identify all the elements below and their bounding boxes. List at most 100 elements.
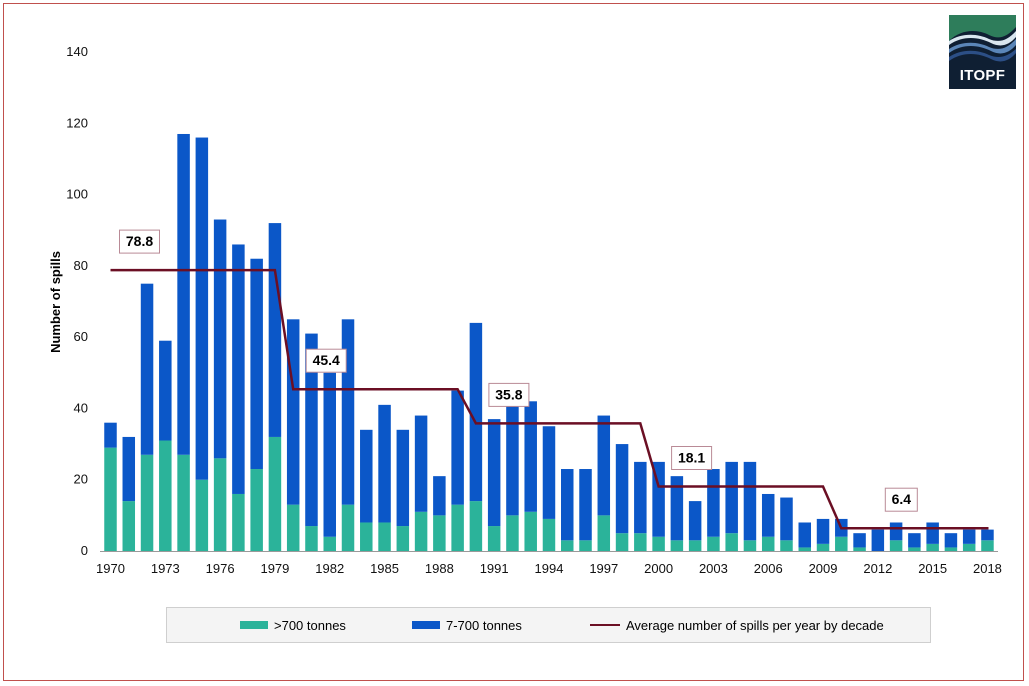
y-tick-label: 40: [74, 400, 88, 415]
bar-1989-large: [451, 504, 464, 551]
bar-2015-large: [926, 543, 939, 551]
y-tick-label: 20: [74, 472, 88, 487]
bar-2002-large: [688, 540, 702, 551]
bar-1990-large: [469, 501, 483, 551]
bar-1974-large: [177, 454, 190, 551]
bar-2018-medium: [981, 529, 994, 541]
itopf-logo: ITOPF: [949, 15, 1016, 89]
average-label-box: [671, 446, 713, 470]
bar-1992-large: [506, 515, 519, 551]
bar-2000-large: [652, 536, 665, 551]
legend-item-large: >700 tonnes: [240, 608, 346, 642]
x-tick-label: 1976: [206, 561, 235, 576]
bar-1984-medium: [360, 429, 373, 523]
x-tick-label: 2009: [809, 561, 838, 576]
average-label-box: [884, 487, 918, 512]
bar-1990-medium: [469, 322, 483, 502]
bar-2018-large: [981, 540, 994, 551]
bar-2015-medium: [926, 522, 939, 544]
bar-1988-medium: [433, 476, 446, 516]
bar-1970-medium: [104, 422, 117, 448]
average-label-1970s: 78.8: [119, 229, 160, 254]
average-line: [110, 268, 989, 530]
chart-frame: [3, 3, 1024, 681]
bar-2006-medium: [761, 493, 775, 537]
average-label-text: 45.4: [313, 352, 340, 368]
x-tick-label: 1973: [151, 561, 180, 576]
bar-1973-large: [159, 440, 172, 551]
bar-2001-large: [670, 540, 684, 551]
bar-1995-large: [561, 540, 574, 551]
bar-1982-medium: [323, 372, 336, 537]
bar-2014-large: [908, 547, 921, 551]
bar-1985-medium: [378, 404, 391, 523]
bar-1996-medium: [579, 469, 592, 541]
bar-1999-large: [634, 533, 647, 551]
legend: >700 tonnes 7-700 tonnes Average number …: [166, 607, 931, 643]
x-tick-label: 1997: [589, 561, 618, 576]
average-label-text: 6.4: [892, 491, 912, 507]
bar-1973-medium: [159, 340, 172, 441]
x-tick-label: 1985: [370, 561, 399, 576]
average-label-2000s: 18.1: [671, 446, 713, 470]
bar-1988-large: [433, 515, 446, 551]
bar-1971-medium: [122, 436, 136, 502]
x-tick-label: 1982: [315, 561, 344, 576]
bar-2008-large: [798, 547, 812, 551]
bar-2010-large: [835, 536, 848, 551]
bar-2017-medium: [962, 529, 976, 544]
bar-2000-medium: [652, 461, 665, 537]
bar-1978-medium: [250, 258, 263, 470]
x-tick-label: 1994: [535, 561, 564, 576]
bar-2001-medium: [670, 476, 684, 541]
legend-label-average: Average number of spills per year by dec…: [626, 617, 884, 633]
bar-1998-medium: [615, 444, 629, 534]
bar-2003-large: [707, 536, 720, 551]
bar-1980-medium: [286, 319, 300, 505]
average-label-text: 78.8: [126, 233, 153, 249]
bar-1972-medium: [140, 283, 154, 455]
bar-1979-large: [268, 436, 282, 551]
average-label-box: [488, 382, 530, 407]
bar-1971-large: [122, 501, 136, 551]
bar-2011-medium: [853, 533, 866, 548]
bar-1980-large: [286, 504, 300, 551]
legend-line-average: [590, 624, 620, 626]
bar-1993-medium: [524, 401, 537, 512]
average-label-1980s: 45.4: [305, 348, 347, 373]
average-label-text: 35.8: [495, 386, 522, 402]
bar-1991-large: [487, 526, 501, 551]
y-tick-label: 60: [74, 329, 88, 344]
bar-1995-medium: [561, 469, 574, 541]
bar-1993-large: [524, 511, 537, 551]
y-axis-title: Number of spills: [48, 251, 63, 353]
x-tick-label: 2015: [918, 561, 947, 576]
bar-2004-large: [725, 533, 738, 551]
legend-item-medium: 7-700 tonnes: [412, 608, 522, 642]
bar-1994-large: [542, 518, 556, 551]
bar-1976-large: [213, 458, 227, 551]
bar-1981-medium: [305, 333, 318, 527]
y-tick-label: 80: [74, 258, 88, 273]
average-label-2010s: 6.4: [884, 487, 918, 512]
bar-2006-large: [761, 536, 775, 551]
bar-2017-large: [962, 543, 976, 551]
bar-1984-large: [360, 522, 373, 551]
logo-text: ITOPF: [959, 67, 1006, 84]
x-tick-label: 2006: [754, 561, 783, 576]
bar-1985-large: [378, 522, 391, 551]
legend-label-medium: 7-700 tonnes: [446, 617, 522, 633]
legend-item-average: Average number of spills per year by dec…: [590, 608, 884, 642]
bar-2009-large: [816, 543, 830, 551]
bar-1997-medium: [597, 415, 611, 516]
bar-2002-medium: [688, 501, 702, 541]
bar-1991-medium: [487, 419, 501, 527]
x-tick-label: 1970: [96, 561, 125, 576]
bar-2005-medium: [743, 461, 757, 541]
bar-2016-medium: [944, 533, 958, 548]
bar-1972-large: [140, 454, 154, 551]
bar-1996-large: [579, 540, 592, 551]
bar-2013-medium: [889, 522, 903, 541]
bar-2009-medium: [816, 518, 830, 544]
